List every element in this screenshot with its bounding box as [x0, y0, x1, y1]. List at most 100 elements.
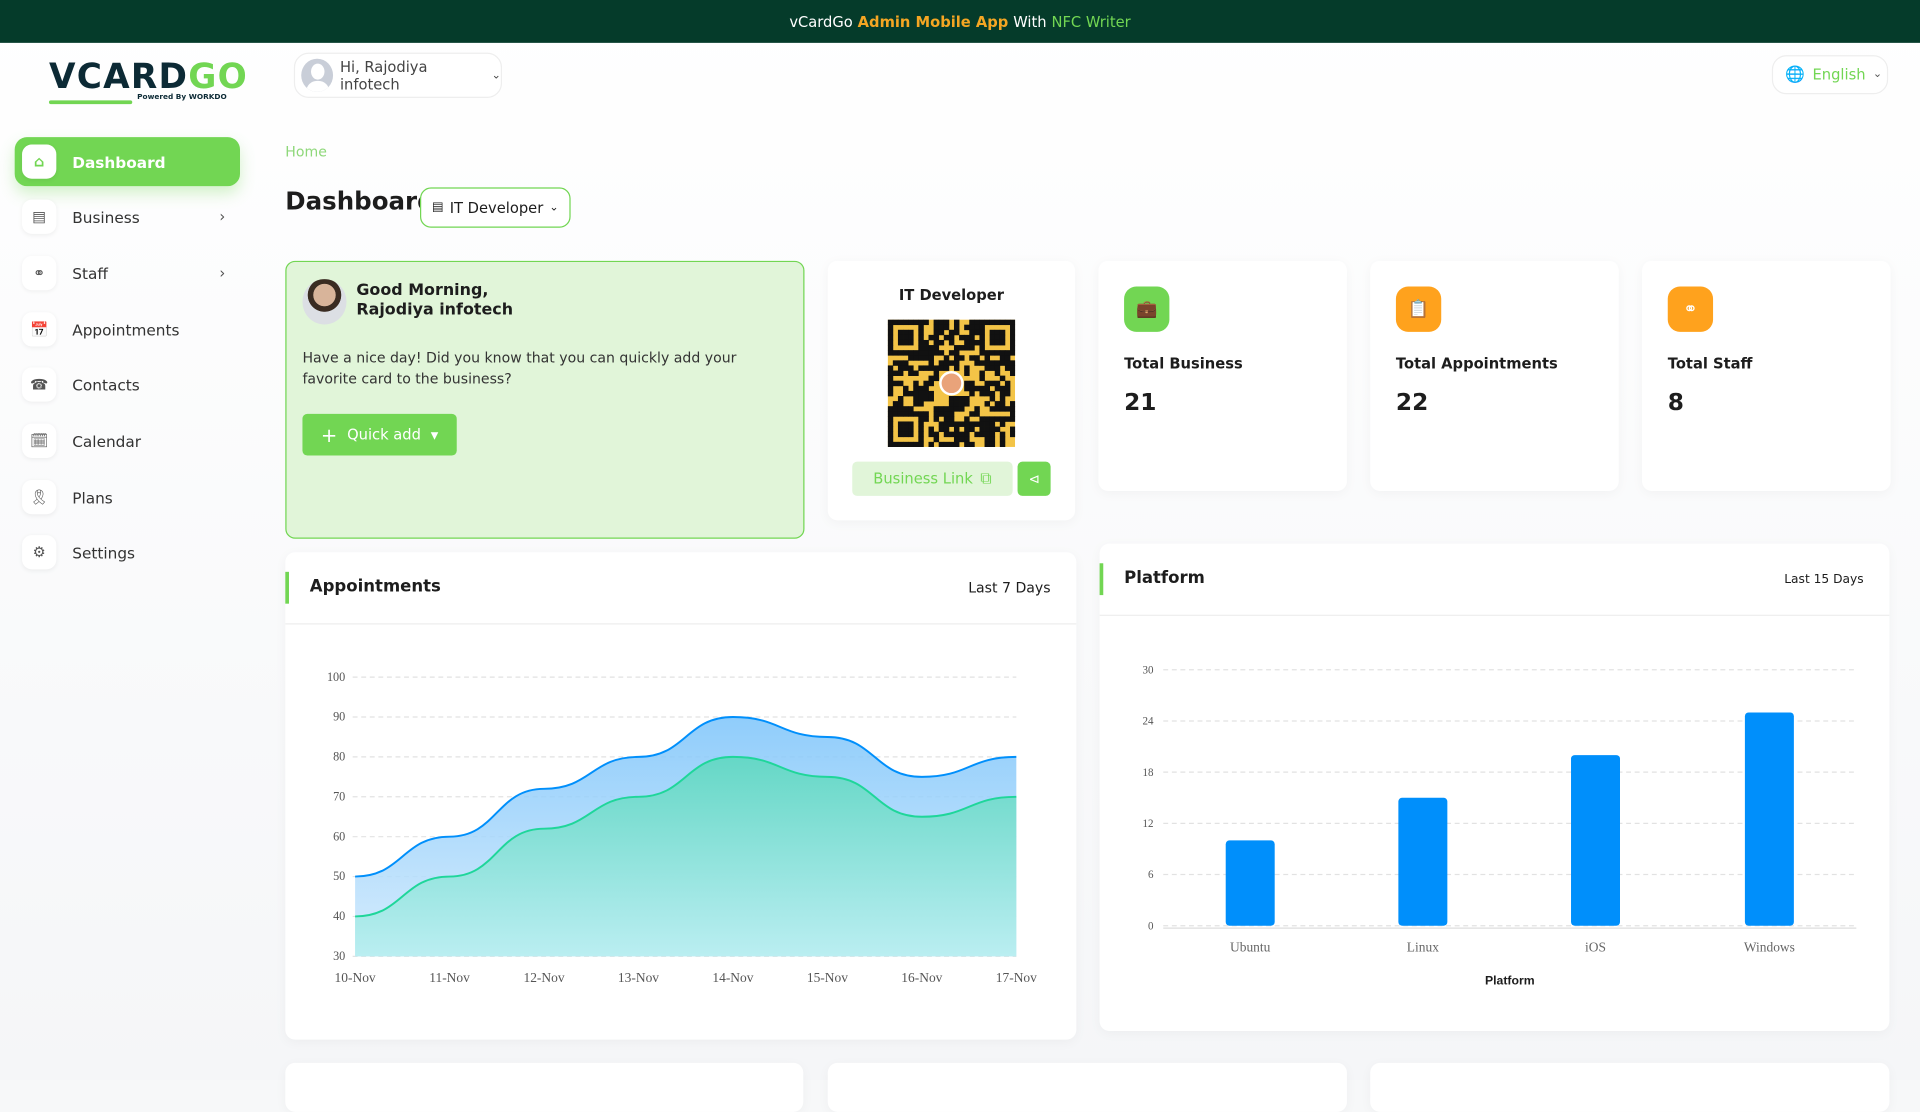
qr-module: [918, 426, 924, 433]
qr-module: [948, 396, 955, 402]
qr-module: [887, 406, 894, 412]
qr-module: [959, 421, 965, 427]
quick-add-button[interactable]: + Quick add ▼: [302, 413, 457, 456]
business-select[interactable]: ▤ IT Developer ⌄: [420, 187, 571, 228]
accent-bar: [285, 571, 289, 604]
banner-app-link[interactable]: Admin Mobile App: [857, 12, 1009, 31]
sidebar-item-business[interactable]: ▤ Business ›: [15, 192, 240, 241]
qr-module: [928, 390, 934, 397]
qr-module: [1010, 339, 1016, 346]
qr-module: [984, 421, 991, 427]
qr-module: [933, 324, 940, 331]
business-link-button[interactable]: Business Link ⧉: [852, 461, 1013, 496]
qr-module: [892, 370, 899, 376]
qr-module: [964, 334, 970, 341]
platform-range[interactable]: Last 15 Days: [1784, 573, 1864, 587]
chevron-down-icon: ⌄: [549, 201, 559, 214]
qr-module: [1004, 319, 1011, 326]
promo-banner[interactable]: vCardGo Admin Mobile App With NFC Writer: [0, 0, 1920, 43]
qr-module: [994, 426, 1001, 433]
qr-module: [989, 334, 996, 341]
sidebar-item-plans[interactable]: 🎗 Plans: [15, 473, 240, 522]
qr-module: [953, 401, 960, 407]
qr-module: [938, 319, 945, 326]
qr-module: [959, 345, 965, 351]
qr-module: [908, 441, 914, 447]
qr-module: [897, 441, 904, 447]
logo-text-go: GO: [188, 56, 248, 97]
qr-module: [974, 339, 980, 346]
qr-module: [908, 426, 914, 433]
qr-module: [938, 360, 945, 366]
qr-module: [969, 329, 975, 336]
qr-module: [989, 350, 996, 356]
qr-module: [903, 334, 909, 341]
banner-nfc-link[interactable]: NFC Writer: [1051, 12, 1131, 31]
qr-module: [933, 365, 940, 371]
qr-module: [887, 421, 894, 427]
sidebar-item-appointments[interactable]: 📅 Appointments: [15, 305, 240, 354]
qr-module: [948, 421, 955, 427]
share-button[interactable]: ⊲: [1017, 461, 1051, 496]
qr-module: [953, 350, 960, 356]
qr-module: [938, 324, 945, 331]
qr-module: [959, 396, 965, 402]
qr-module: [953, 324, 960, 331]
greeting-line: Good Morning,: [356, 281, 489, 301]
sidebar-item-label: Business: [72, 207, 140, 226]
qr-module: [1010, 324, 1016, 331]
qr-module: [974, 406, 980, 412]
qr-module: [964, 380, 970, 387]
qr-module: [979, 426, 985, 433]
logo[interactable]: VCARDGO Powered By WORKDO: [48, 56, 248, 105]
appointments-range[interactable]: Last 7 Days: [968, 579, 1051, 597]
sidebar-item-staff[interactable]: ⚭ Staff ›: [15, 249, 240, 298]
sidebar-item-settings[interactable]: ⚙ Settings: [15, 528, 240, 577]
qr-module: [989, 396, 996, 402]
qr-module: [999, 385, 1006, 392]
qr-module: [994, 416, 1001, 422]
qr-module: [969, 380, 975, 387]
sidebar-item-dashboard[interactable]: ⌂ Dashboard: [14, 137, 241, 187]
qr-module: [964, 370, 970, 376]
qr-module: [908, 339, 914, 346]
qr-module: [918, 385, 924, 392]
qr-module: [943, 421, 950, 427]
qr-module: [918, 441, 924, 447]
logo-text: VCARD: [48, 56, 189, 97]
bottom-card-2: [827, 1062, 1347, 1112]
qr-module: [984, 360, 991, 366]
qr-module: [892, 360, 899, 366]
sidebar-item-calendar[interactable]: 🗓 Calendar: [15, 416, 240, 465]
qr-code[interactable]: [887, 319, 1016, 447]
qr-module: [943, 411, 950, 417]
qr-module: [928, 360, 934, 366]
qr-module: [918, 345, 924, 351]
calendar-clock-icon: 📅: [22, 312, 57, 347]
user-menu[interactable]: Hi, Rajodiya infotech ⌄: [293, 52, 503, 98]
qr-module: [1010, 411, 1016, 417]
qr-module: [933, 370, 940, 376]
qr-module: [918, 436, 924, 443]
qr-module: [948, 431, 955, 438]
qr-module: [892, 441, 899, 447]
stat-card: ⚭ Total Staff 8: [1642, 260, 1891, 492]
qr-module: [938, 339, 945, 346]
qr-module: [989, 406, 996, 412]
qr-module: [969, 421, 975, 427]
qr-module: [964, 436, 970, 443]
qr-module: [933, 436, 940, 443]
qr-module: [1004, 355, 1011, 361]
qr-module: [892, 350, 899, 356]
breadcrumb-home[interactable]: Home: [285, 143, 327, 161]
qr-module: [913, 350, 919, 356]
qr-module: [903, 426, 909, 433]
qr-module: [984, 365, 991, 371]
qr-module: [959, 406, 965, 412]
sidebar-item-label: Plans: [72, 487, 113, 507]
sidebar-item-contacts[interactable]: ☎ Contacts: [15, 360, 240, 409]
qr-module: [999, 441, 1006, 447]
sidebar-item-label: Settings: [72, 543, 136, 562]
language-select[interactable]: 🌐 English ⌄: [1771, 55, 1889, 95]
qr-module: [923, 355, 929, 361]
